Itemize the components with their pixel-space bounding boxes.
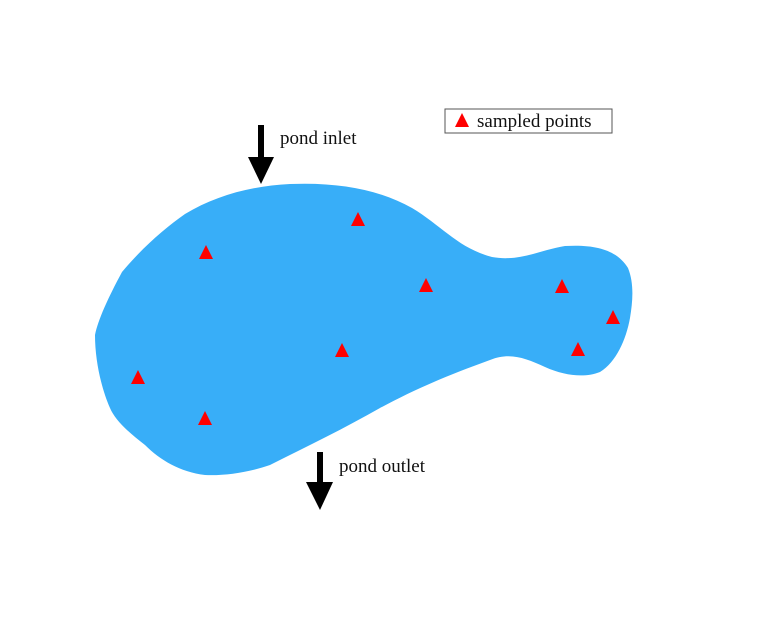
sampled-point-marker [555, 279, 569, 293]
sampled-point-marker [198, 411, 212, 425]
sampled-point-marker [199, 245, 213, 259]
outlet-arrow-icon [306, 452, 333, 510]
sampled-point-marker [131, 370, 145, 384]
legend-marker-icon [455, 113, 469, 127]
sampled-point-marker [335, 343, 349, 357]
sampled-points [131, 212, 620, 425]
sampled-point-marker [606, 310, 620, 324]
legend-label: sampled points [477, 111, 592, 132]
legend: sampled points [444, 108, 613, 134]
pond-area [95, 183, 633, 476]
sampled-point-marker [571, 342, 585, 356]
sampled-point-marker [419, 278, 433, 292]
inlet-arrow-icon [248, 125, 274, 184]
sampled-point-marker [351, 212, 365, 226]
outlet-label: pond outlet [339, 456, 426, 477]
inlet-label: pond inlet [280, 128, 357, 149]
